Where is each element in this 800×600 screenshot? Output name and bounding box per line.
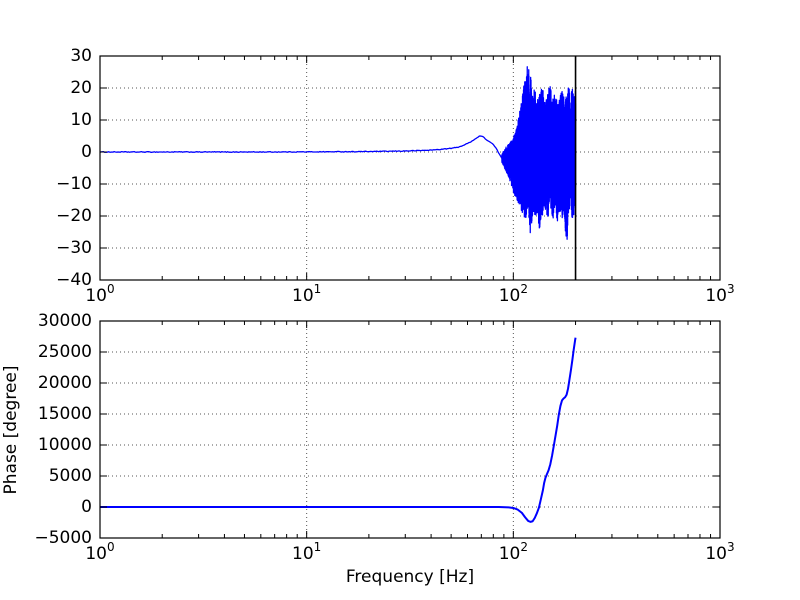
x-tick-exponent: 3: [727, 282, 735, 296]
frequency-x-axis-label: Frequency [Hz]: [346, 567, 474, 587]
y-tick-label: 15000: [38, 404, 92, 424]
x-tick-label: 103: [705, 282, 734, 306]
x-tick-exponent: 0: [107, 282, 115, 296]
phase-y-axis-label: Phase [degree]: [1, 365, 21, 494]
y-tick-label: 20000: [38, 373, 92, 393]
y-tick-label: 25000: [38, 342, 92, 362]
x-tick-label: 101: [292, 540, 321, 564]
y-tick-label: 20: [70, 78, 92, 98]
x-tick-label: 100: [85, 540, 114, 564]
phase-grid: [100, 321, 720, 538]
y-tick-label: 5000: [49, 466, 92, 486]
x-tick-label: 101: [292, 282, 321, 306]
magnitude-axes-frame: [99, 55, 721, 281]
y-tick-label: 10: [70, 110, 92, 130]
y-tick-label: −30: [56, 238, 92, 258]
y-tick-label: −10: [56, 174, 92, 194]
y-tick-label: −20: [56, 206, 92, 226]
y-tick-label: 10000: [38, 435, 92, 455]
x-tick-label: 102: [499, 282, 528, 306]
x-tick-exponent: 3: [727, 540, 735, 554]
x-tick-exponent: 2: [520, 540, 528, 554]
x-tick-label: 103: [705, 540, 734, 564]
magnitude-ticks: [99, 55, 721, 281]
magnitude-grid: [100, 56, 720, 280]
magnitude-series: [99, 66, 577, 240]
y-tick-label: 30: [70, 46, 92, 66]
x-tick-label: 100: [85, 282, 114, 306]
phase-ticks: [99, 320, 721, 539]
phase-response-line: [100, 337, 577, 523]
y-tick-label: 0: [81, 142, 92, 162]
x-tick-exponent: 1: [314, 540, 322, 554]
phase-series: [100, 337, 577, 523]
y-tick-label: −40: [56, 270, 92, 290]
x-tick-exponent: 1: [314, 282, 322, 296]
y-tick-label: 30000: [38, 311, 92, 331]
x-tick-exponent: 2: [520, 282, 528, 296]
x-tick-label: 102: [499, 540, 528, 564]
y-tick-label: 0: [81, 497, 92, 517]
x-tick-exponent: 0: [107, 540, 115, 554]
y-tick-label: −5000: [34, 528, 92, 548]
phase-axes-frame: [99, 320, 721, 539]
magnitude-response-line: [99, 66, 577, 240]
